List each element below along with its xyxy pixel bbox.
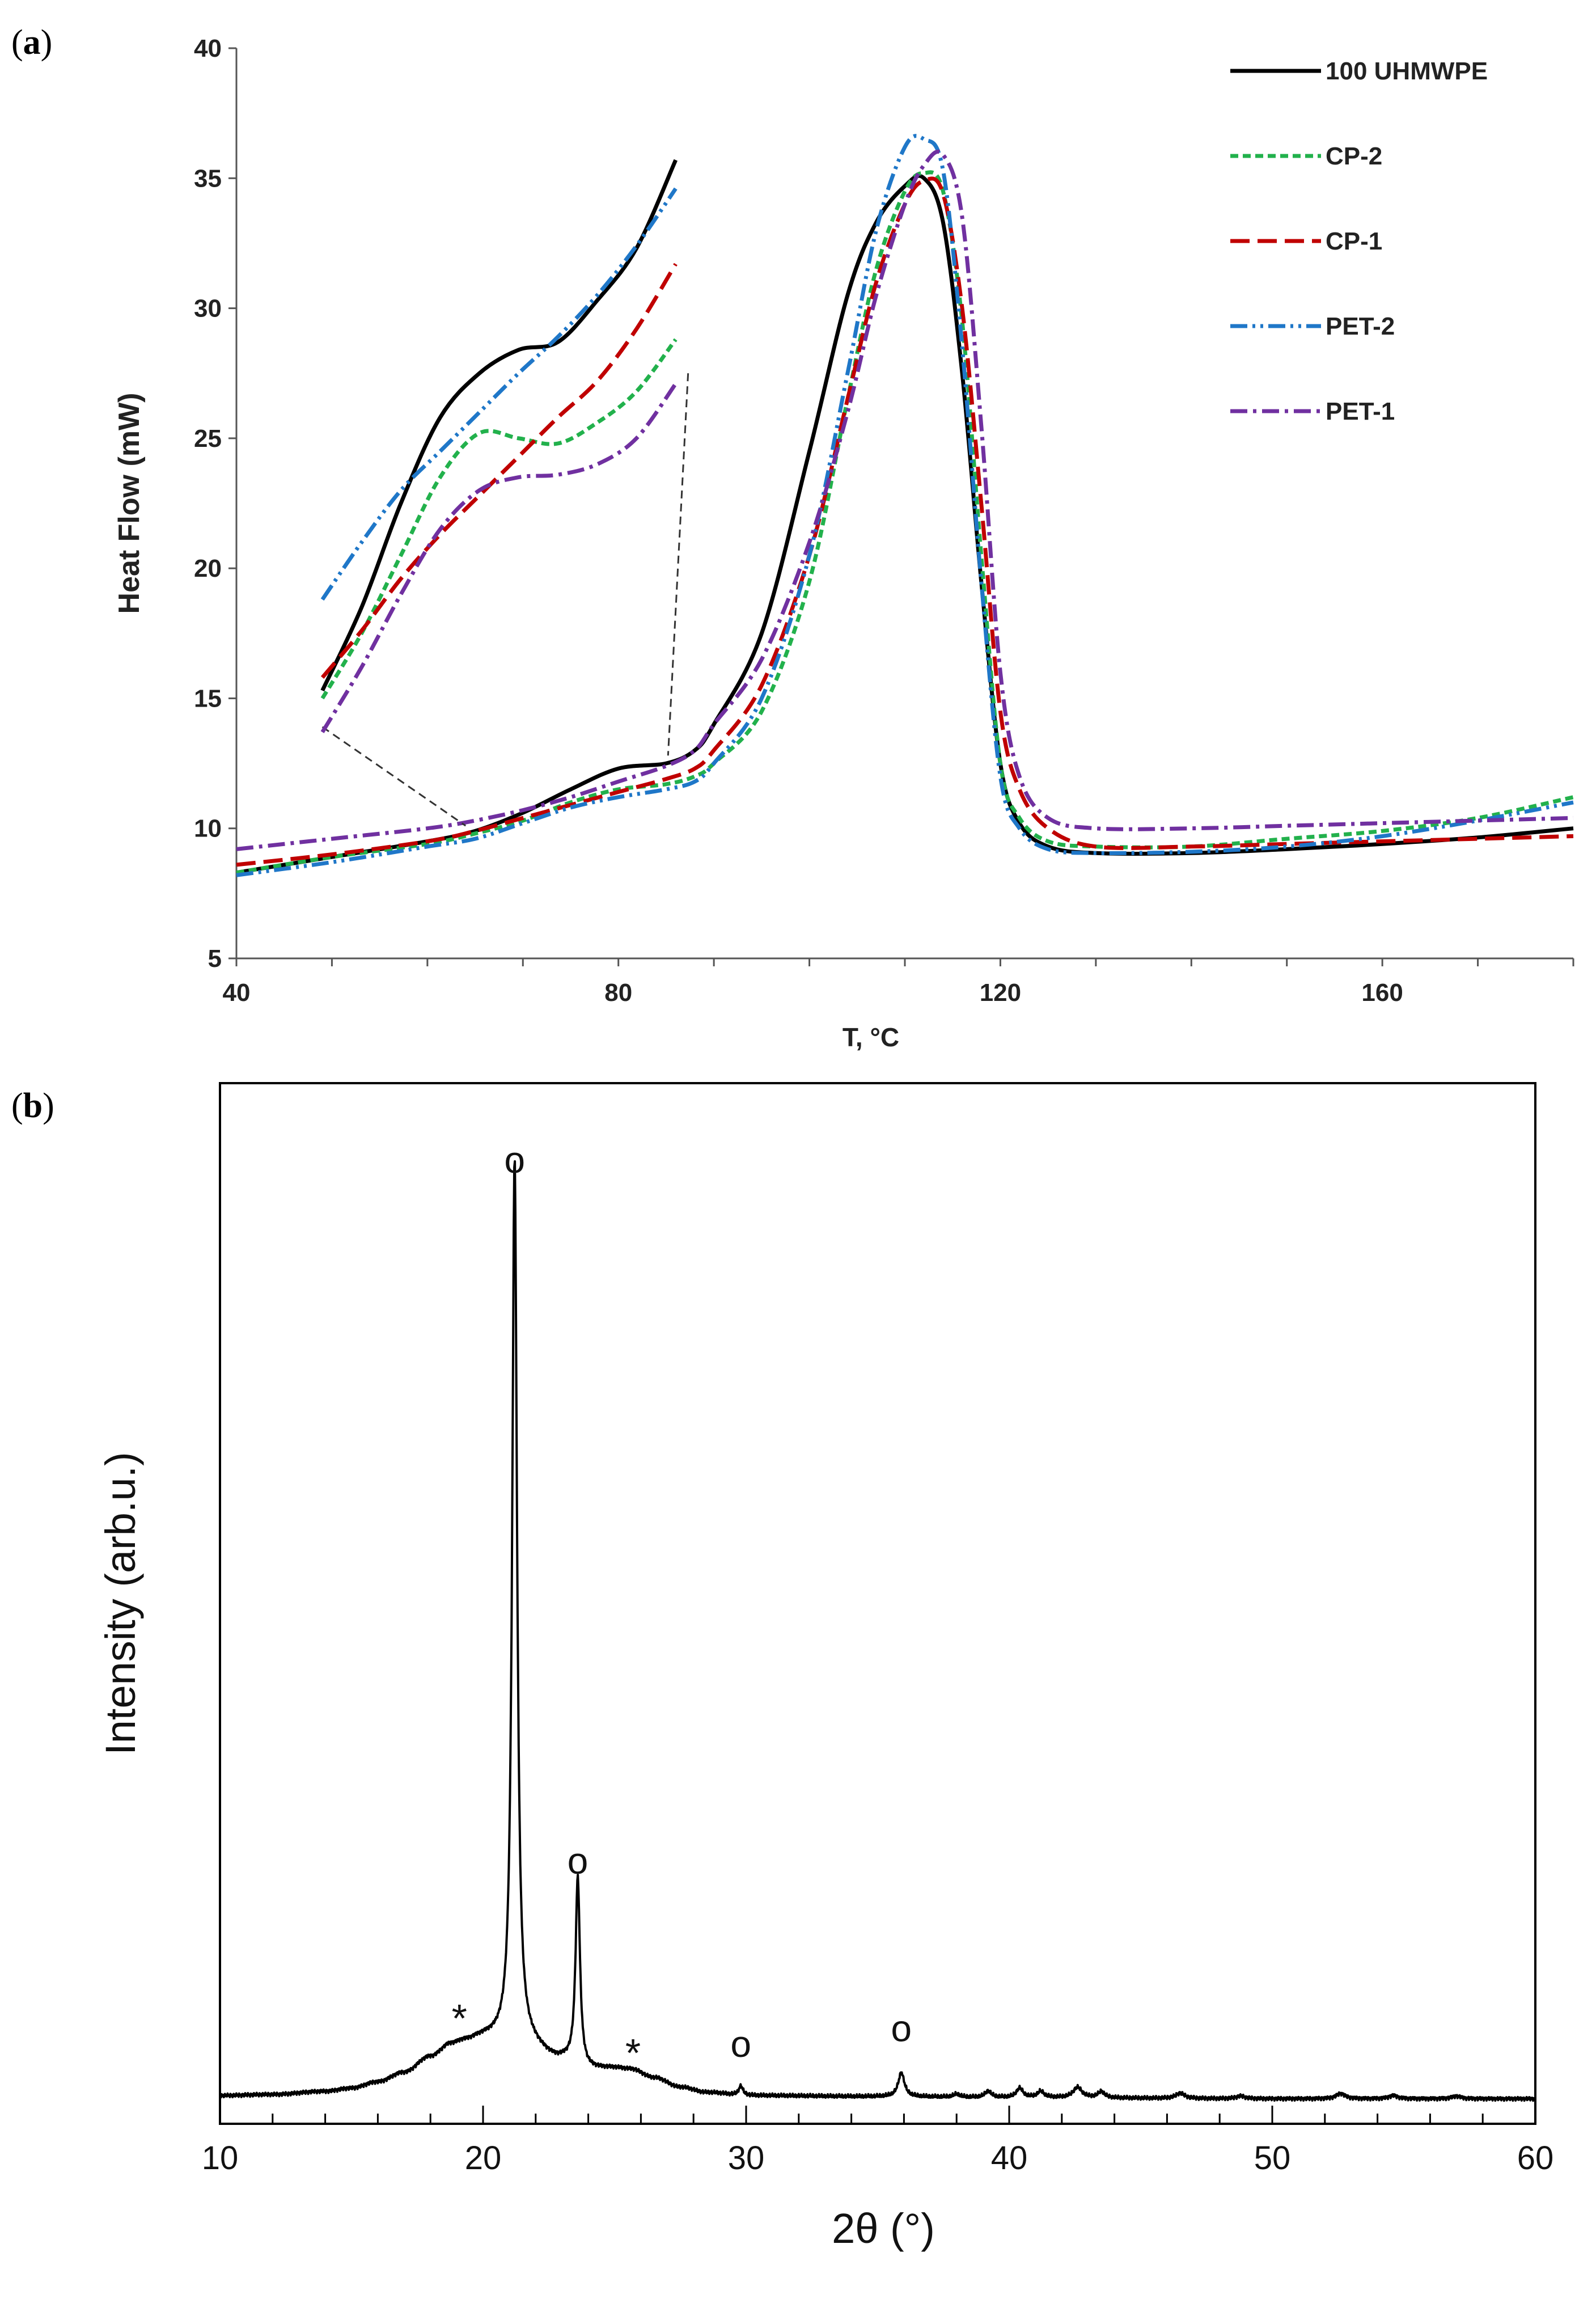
y-tick-label: 20 — [194, 555, 222, 582]
x-tick-label: 50 — [1254, 2140, 1291, 2177]
x-tick-label: 120 — [980, 979, 1021, 1007]
zoom-connector-right — [667, 373, 689, 756]
panel-b-label: (b) — [11, 1087, 54, 1125]
x-tick-label: 160 — [1361, 979, 1403, 1007]
plot-frame — [219, 1082, 1536, 2125]
x-tick-label: 30 — [728, 2140, 765, 2177]
inset-series-line-cp-1 — [320, 263, 678, 679]
x-tick-label: 10 — [202, 2140, 239, 2177]
x-tick-label: 60 — [1517, 2140, 1554, 2177]
xrd-pattern-chart: 10 20 30 40 50 60 2θ (°) Intensity (arb.u.) o o o o… — [97, 1082, 1554, 2252]
inset-series-line-pet-1 — [320, 382, 678, 733]
series-line-cp-1 — [236, 176, 1574, 867]
legend-label-pet-2: PET-2 — [1326, 312, 1395, 340]
y-tick-label: 5 — [208, 945, 222, 973]
legend-label-100-uhmwpe: 100 UHMWPE — [1326, 57, 1488, 85]
xrd-pattern-line — [219, 1160, 1536, 2102]
crystal-peak-marker: o — [568, 1840, 589, 1882]
inset-series-line-pet-2 — [320, 187, 678, 601]
x-axis-label: 2θ (°) — [832, 2205, 935, 2252]
crystal-peak-marker: o — [504, 1139, 525, 1181]
x-axis-label: T, °C — [843, 1022, 899, 1052]
y-tick-label: 40 — [194, 35, 222, 62]
series-line-100-uhmwpe — [236, 174, 1574, 875]
legend-label-cp-1: CP-1 — [1326, 227, 1382, 255]
panel-a-label: (a) — [11, 23, 53, 62]
series-line-pet-2 — [236, 134, 1574, 877]
amorphous-marker: * — [452, 1996, 467, 2040]
y-tick-label: 35 — [194, 164, 222, 192]
y-axis-label: Intensity (arb.u.) — [97, 1452, 144, 1755]
zoom-connector-left — [321, 726, 467, 827]
amorphous-marker: * — [625, 2031, 641, 2075]
x-tick-label: 40 — [991, 2140, 1028, 2177]
x-tick-label: 80 — [604, 979, 632, 1007]
series-line-cp-2 — [236, 170, 1574, 875]
y-tick-label: 15 — [194, 684, 222, 712]
y-tick-label: 25 — [194, 425, 222, 453]
y-tick-label: 30 — [194, 295, 222, 323]
y-tick-label: 10 — [194, 815, 222, 843]
legend-label-pet-1: PET-1 — [1326, 398, 1395, 425]
inset-series-line-cp-2 — [320, 338, 678, 700]
crystal-peak-marker: o — [730, 2023, 751, 2065]
crystal-peak-marker: o — [891, 2007, 912, 2049]
x-tick-label: 20 — [465, 2140, 502, 2177]
inset-series-line-100-uhmwpe — [320, 159, 678, 692]
y-axis-label: Heat Flow (mW) — [113, 393, 146, 614]
series-line-pet-1 — [236, 149, 1574, 851]
legend-label-cp-2: CP-2 — [1326, 142, 1382, 170]
x-tick-label: 40 — [223, 979, 251, 1007]
dsc-heat-flow-chart: 5 10 15 20 25 30 35 40 40 80 120 160 T, °C Heat Flow … — [113, 35, 1574, 1052]
